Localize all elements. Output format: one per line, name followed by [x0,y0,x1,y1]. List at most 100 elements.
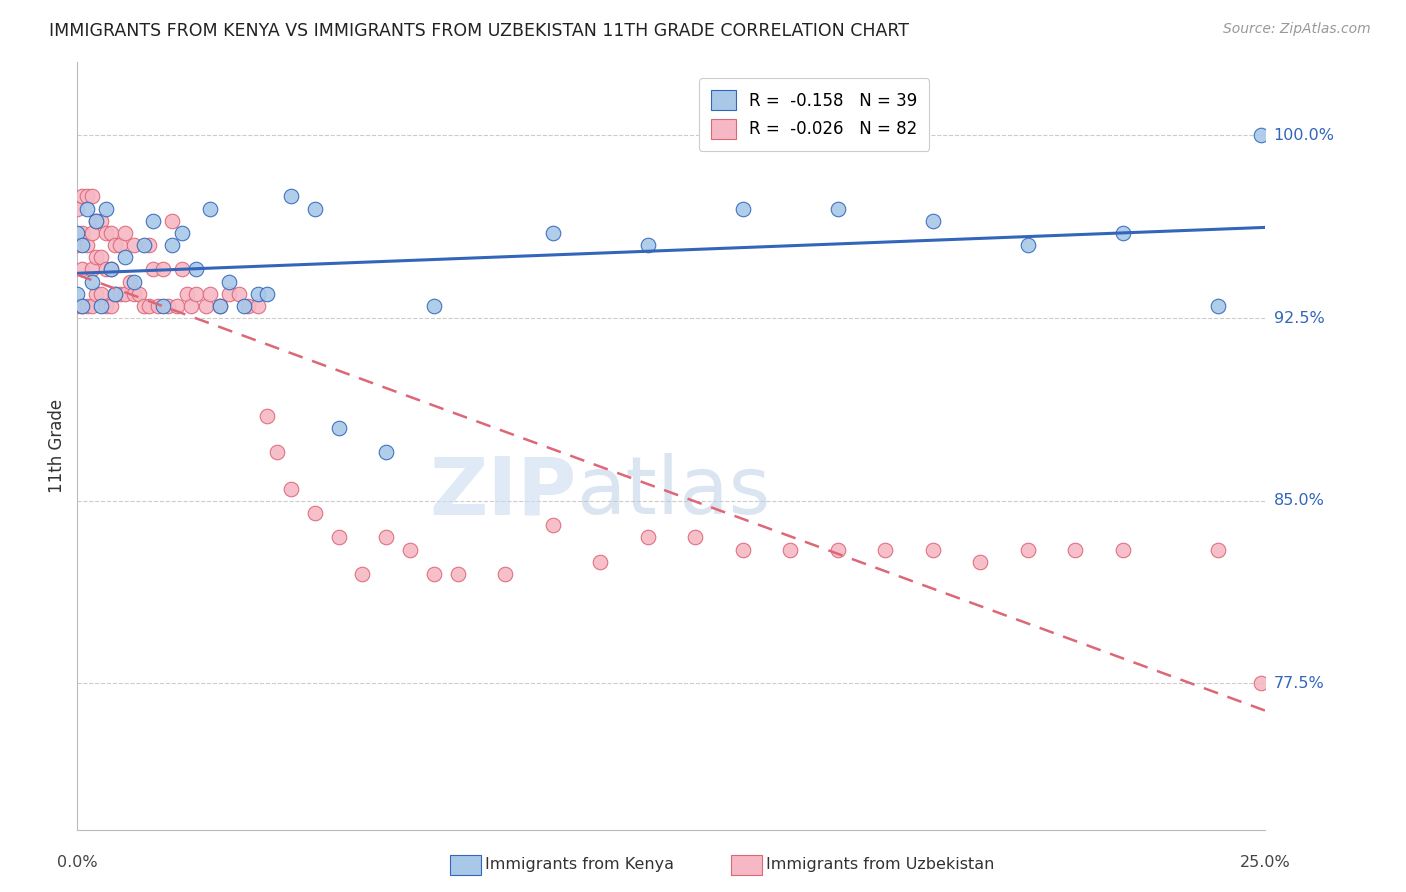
Point [128,286,150,301]
Point [399,542,422,557]
Point [731,202,754,216]
Point [1064,542,1087,557]
Point [94,262,117,277]
Point [94,299,117,313]
Point [218,275,240,289]
Point [779,542,801,557]
Point [100,299,122,313]
Point [124,286,146,301]
Point [683,530,706,544]
Text: atlas: atlas [576,453,770,531]
Point [80,262,103,277]
Point [921,213,943,227]
Point [352,566,374,581]
Point [170,226,193,240]
Point [118,275,141,289]
Point [375,530,398,544]
Point [80,189,103,203]
Point [86,286,108,301]
Point [1017,542,1039,557]
Point [108,238,131,252]
Text: 25.0%: 25.0% [1240,855,1291,870]
Point [104,286,127,301]
Text: 100.0%: 100.0% [1274,128,1334,143]
Point [166,299,188,313]
Text: Immigrants from Kenya: Immigrants from Kenya [485,857,673,872]
Point [280,189,302,203]
Point [142,213,165,227]
Text: 85.0%: 85.0% [1274,493,1324,508]
Point [304,506,326,520]
Point [66,202,89,216]
Point [66,286,89,301]
Point [246,286,269,301]
Point [70,238,93,252]
Point [921,542,943,557]
Point [76,238,98,252]
Y-axis label: 11th Grade: 11th Grade [48,399,66,493]
Point [328,530,350,544]
Point [541,518,564,533]
Point [70,299,93,313]
Point [76,299,98,313]
Legend: R =  -0.158   N = 39, R =  -0.026   N = 82: R = -0.158 N = 39, R = -0.026 N = 82 [699,78,929,151]
Text: 0.0%: 0.0% [58,855,97,870]
Point [70,262,93,277]
Point [969,555,991,569]
Point [70,299,93,313]
Point [1112,542,1135,557]
Point [100,262,122,277]
Point [186,286,208,301]
Point [80,275,103,289]
FancyBboxPatch shape [731,855,762,875]
Point [827,202,849,216]
Point [104,238,127,252]
Point [86,250,108,264]
Point [1206,299,1229,313]
Point [108,286,131,301]
Point [90,286,112,301]
Point [637,530,659,544]
Point [76,189,98,203]
Point [132,238,155,252]
Point [375,445,398,459]
Point [589,555,612,569]
Point [1017,238,1039,252]
Point [156,299,179,313]
Point [200,202,222,216]
Point [86,213,108,227]
FancyBboxPatch shape [450,855,481,875]
Point [132,299,155,313]
Point [246,299,269,313]
Point [152,299,174,313]
Text: IMMIGRANTS FROM KENYA VS IMMIGRANTS FROM UZBEKISTAN 11TH GRADE CORRELATION CHART: IMMIGRANTS FROM KENYA VS IMMIGRANTS FROM… [49,22,910,40]
Point [232,299,254,313]
Point [1250,676,1272,690]
Point [328,421,350,435]
Point [70,226,93,240]
Point [66,226,89,240]
Point [1250,128,1272,143]
Point [90,250,112,264]
Point [162,213,184,227]
Point [266,445,288,459]
Point [94,226,117,240]
Point [80,226,103,240]
Point [138,238,160,252]
Point [446,566,468,581]
Point [66,299,89,313]
Point [186,262,208,277]
Point [152,262,174,277]
Point [218,286,240,301]
Point [90,213,112,227]
Point [827,542,849,557]
Point [180,299,202,313]
Point [228,286,250,301]
Point [637,238,659,252]
Point [170,262,193,277]
Point [114,286,136,301]
Text: Source: ZipAtlas.com: Source: ZipAtlas.com [1223,22,1371,37]
Point [90,299,112,313]
Point [124,275,146,289]
Text: Immigrants from Uzbekistan: Immigrants from Uzbekistan [766,857,994,872]
